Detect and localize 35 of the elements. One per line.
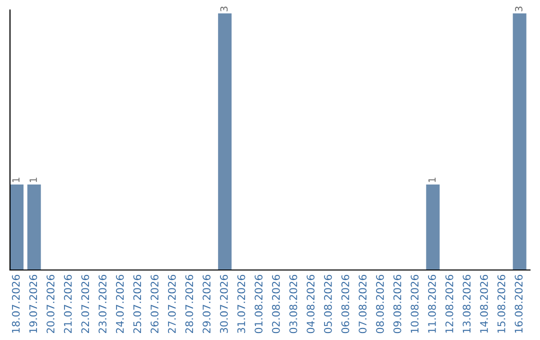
x-tick-label: 19.07.2026	[29, 274, 38, 333]
x-tick-label: 24.07.2026	[116, 274, 124, 334]
x-tick-label: 10.08.2026	[410, 274, 419, 333]
x-tick-label: 16.08.2026	[514, 274, 523, 333]
data-label: 1	[30, 178, 37, 182]
x-tick-label: 20.07.2026	[46, 274, 54, 334]
x-tick-label: 18.07.2026	[12, 274, 20, 333]
x-tick-label: 03.08.2026	[289, 274, 298, 334]
x-tick-label: 23.07.2026	[98, 274, 106, 334]
data-label: 1	[12, 178, 20, 182]
x-tick-label: 04.08.2026	[306, 274, 315, 334]
x-tick-label: 27.07.2026	[168, 274, 176, 334]
x-tick-label: 01.08.2026	[254, 274, 263, 334]
x-tick-label: 02.08.2026	[272, 274, 280, 334]
data-label: 3	[220, 6, 228, 12]
data-label: 3	[515, 6, 522, 12]
x-tick-label: 08.08.2026	[376, 274, 384, 334]
x-tick-label: 05.08.2026	[324, 274, 332, 334]
x-tick-label: 31.07.2026	[237, 274, 246, 334]
x-tick-label: 29.07.2026	[202, 274, 211, 334]
x-tick-label: 13.08.2026	[462, 274, 471, 333]
x-tick-label: 09.08.2026	[393, 274, 402, 334]
x-tick-label: 07.08.2026	[358, 274, 367, 334]
x-tick-label: 11.08.2026	[428, 274, 436, 333]
x-tick-label: 12.08.2026	[445, 274, 454, 333]
x-tick-label: 28.07.2026	[185, 274, 194, 334]
x-tick-label: 14.08.2026	[480, 274, 488, 333]
x-tick-label: 30.07.2026	[220, 274, 228, 334]
x-tick-label: 15.08.2026	[497, 274, 506, 333]
x-tick-label: 26.07.2026	[150, 274, 158, 334]
x-tick-label: 22.07.2026	[81, 274, 90, 334]
x-tick-label: 25.07.2026	[133, 274, 142, 334]
x-tick-label: 06.08.2026	[341, 274, 350, 334]
data-label: 1	[428, 178, 436, 182]
x-tick-label: 21.07.2026	[64, 274, 72, 334]
